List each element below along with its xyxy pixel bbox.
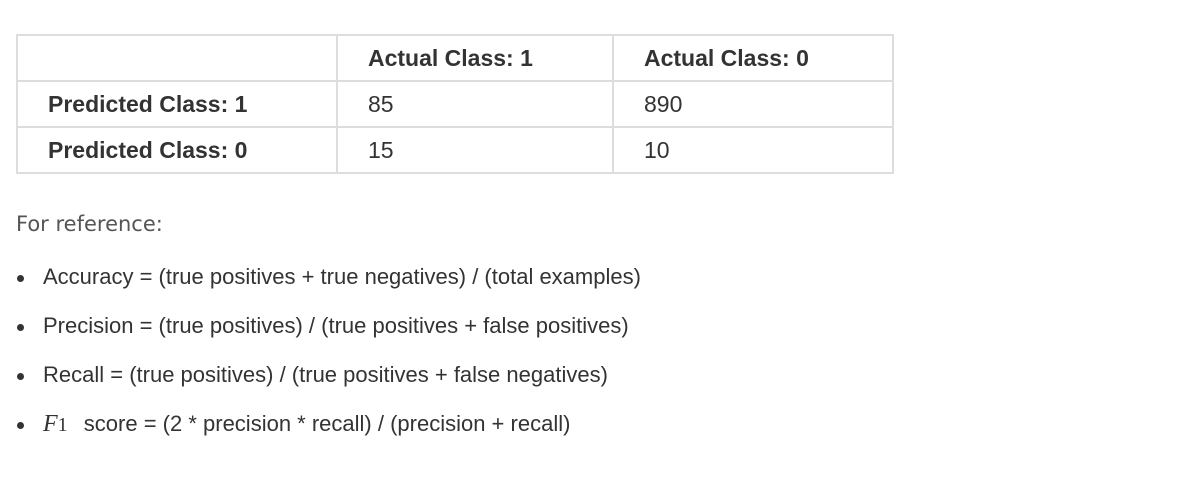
reference-intro: For reference: (16, 212, 163, 236)
bullet-icon (17, 373, 24, 380)
list-item-recall: Recall = (true positives) / (true positi… (16, 362, 1176, 388)
f1-symbol: F (43, 411, 58, 437)
table-header-actual-1: Actual Class: 1 (336, 34, 614, 82)
table-cell: 890 (612, 80, 894, 128)
bullet-icon (17, 324, 24, 331)
table-header-corner (16, 34, 338, 82)
table-cell: 15 (336, 126, 614, 174)
list-item-accuracy: Accuracy = (true positives + true negati… (16, 264, 1176, 290)
row-label-predicted-1: Predicted Class: 1 (16, 80, 338, 128)
row-label-predicted-0: Predicted Class: 0 (16, 126, 338, 174)
list-item-text: Precision = (true positives) / (true pos… (43, 313, 629, 338)
confusion-matrix-table: Actual Class: 1 Actual Class: 0 Predicte… (16, 34, 894, 174)
bullet-icon (17, 422, 24, 429)
document-body: Actual Class: 1 Actual Class: 0 Predicte… (16, 34, 1176, 460)
f1-subscript: 1 (57, 414, 68, 436)
list-item-text: Accuracy = (true positives + true negati… (43, 264, 641, 289)
table-header-actual-0: Actual Class: 0 (612, 34, 894, 82)
list-item-text: score = (2 * precision * recall) / (prec… (83, 411, 571, 436)
table-cell: 10 (612, 126, 894, 174)
list-item-precision: Precision = (true positives) / (true pos… (16, 313, 1176, 339)
reference-list: Accuracy = (true positives + true negati… (16, 264, 1176, 437)
table-row: Predicted Class: 0 15 10 (16, 126, 894, 174)
bullet-icon (17, 275, 24, 282)
table-cell: 85 (336, 80, 614, 128)
list-item-f1: F1 score = (2 * precision * recall) / (p… (16, 411, 1176, 437)
table-row: Predicted Class: 1 85 890 (16, 80, 894, 128)
list-item-text: Recall = (true positives) / (true positi… (43, 362, 608, 387)
table-header-row: Actual Class: 1 Actual Class: 0 (16, 34, 894, 82)
